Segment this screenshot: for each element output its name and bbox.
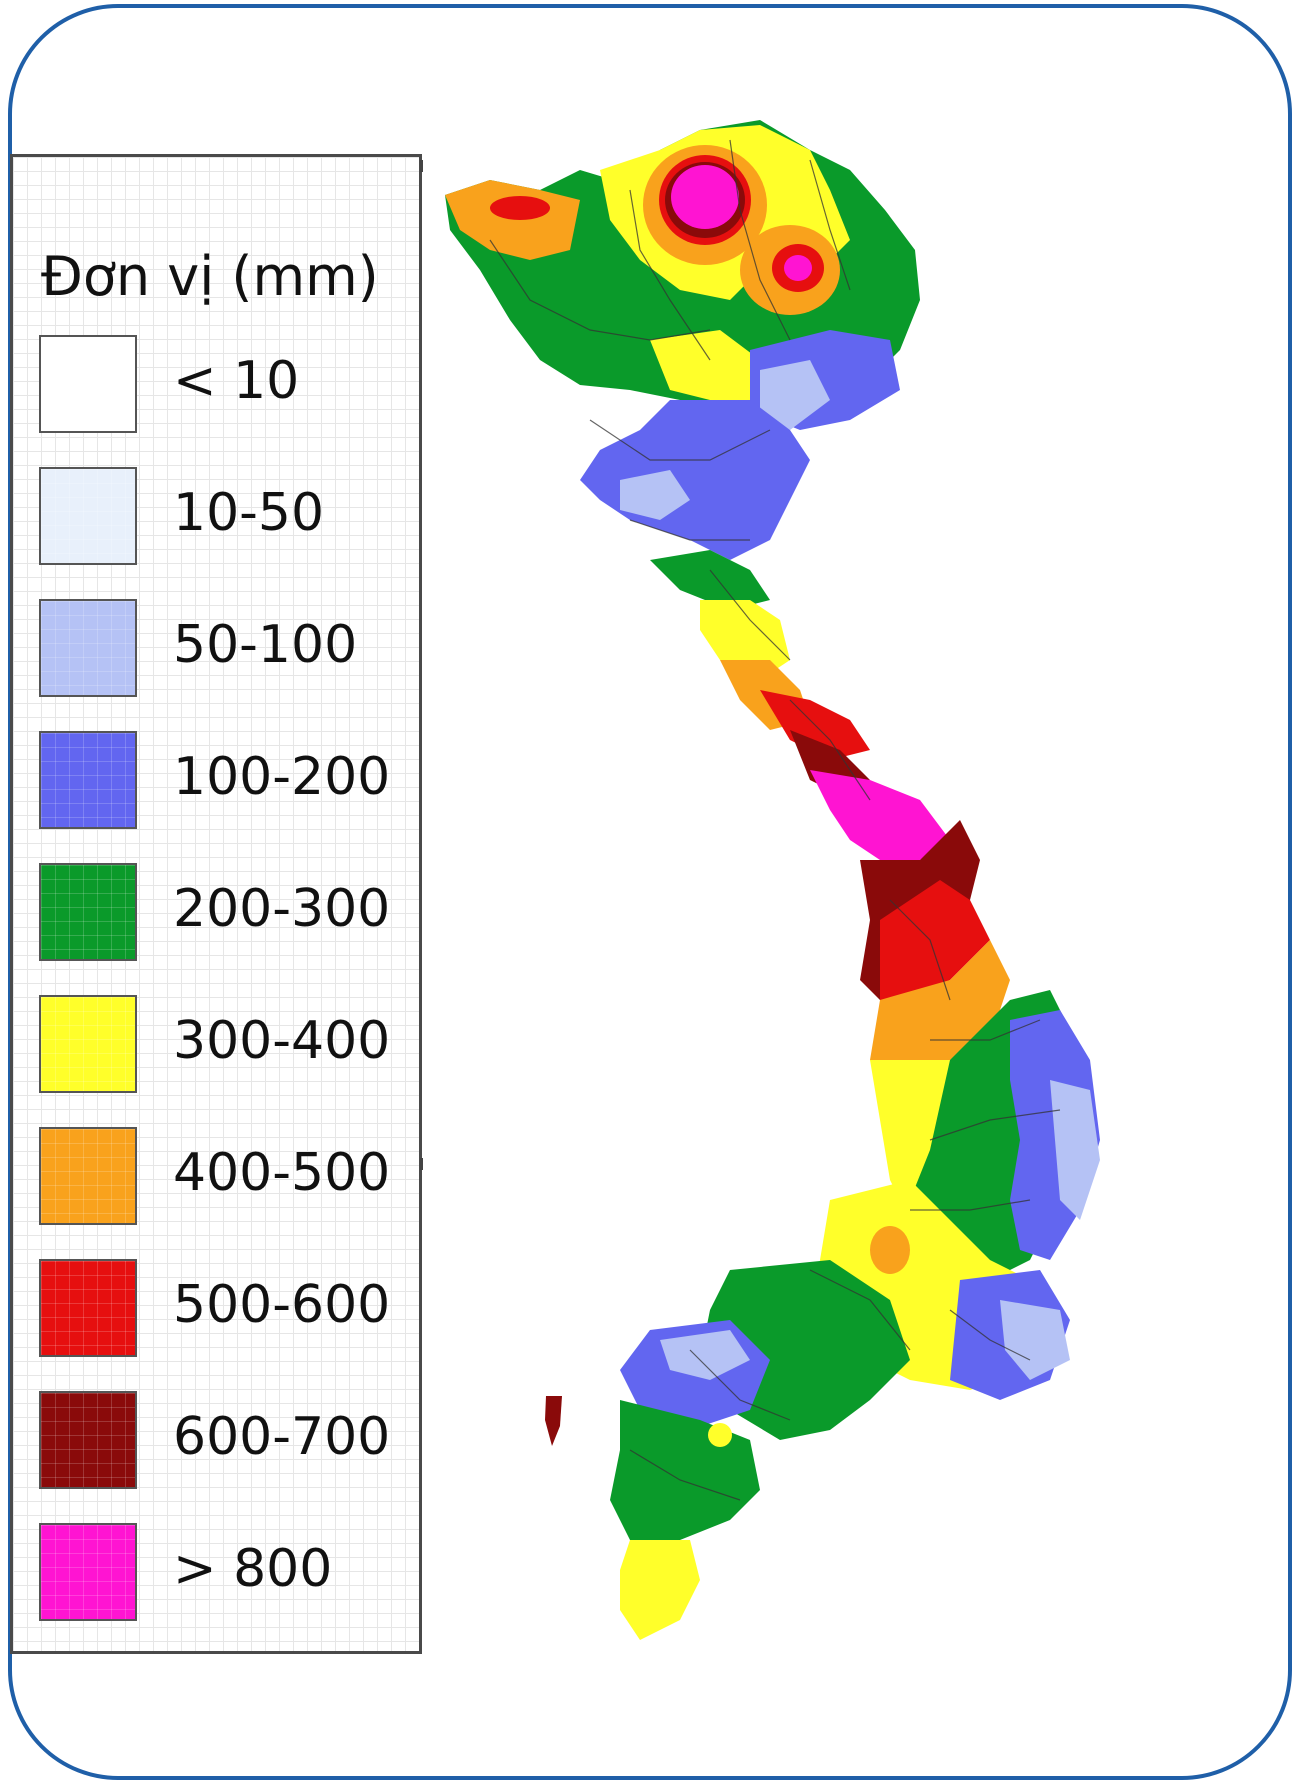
south-central-red-band — [880, 880, 990, 1000]
legend-label: < 10 — [173, 351, 300, 411]
legend-item: 300-400 — [39, 995, 409, 1095]
legend-label: 300-400 — [173, 1011, 391, 1071]
province-border — [489, 239, 711, 341]
legend-label: > 800 — [173, 1539, 333, 1599]
mekong-yellow-spot — [708, 1423, 732, 1447]
legend-swatch — [39, 1391, 137, 1489]
province-border — [629, 189, 711, 361]
province-border — [809, 1269, 911, 1351]
province-border — [729, 139, 791, 341]
legend-item: 600-700 — [39, 1391, 409, 1491]
south-orange-spot — [870, 1226, 910, 1274]
legend-label: 200-300 — [173, 879, 391, 939]
province-border — [629, 519, 750, 541]
legend-swatch — [39, 335, 137, 433]
legend-label: 600-700 — [173, 1407, 391, 1467]
northwest-orange-zone — [445, 180, 580, 260]
legend-title: Đơn vị (mm) — [41, 245, 379, 308]
north-central-lightblue-zone — [620, 470, 690, 520]
northeast-peak-zone — [784, 255, 812, 281]
legend-item: 50-100 — [39, 599, 409, 699]
legend-swatch — [39, 731, 137, 829]
island-darkred-zone — [545, 1396, 562, 1446]
legend-tick — [420, 160, 423, 172]
province-border — [889, 899, 951, 1001]
legend-label: 400-500 — [173, 1143, 391, 1203]
legend-item: 200-300 — [39, 863, 409, 963]
legend-label: 100-200 — [173, 747, 391, 807]
legend-item: 500-600 — [39, 1259, 409, 1359]
province-border — [930, 1019, 1041, 1041]
legend-item: < 10 — [39, 335, 409, 435]
province-border — [689, 1349, 791, 1421]
rainfall-map — [445, 120, 1100, 1640]
legend-swatch — [39, 863, 137, 961]
legend-swatch — [39, 1523, 137, 1621]
north-central-blue-zone — [580, 400, 810, 560]
province-border — [949, 1309, 1031, 1361]
legend-item: 10-50 — [39, 467, 409, 567]
legend-item: 100-200 — [39, 731, 409, 831]
southeast-lightblue-zone — [1000, 1300, 1070, 1380]
legend-tick — [420, 1158, 423, 1170]
province-border — [910, 1199, 1031, 1211]
legend-label: 500-600 — [173, 1275, 391, 1335]
province-border — [809, 159, 851, 291]
province-border — [929, 1109, 1061, 1141]
province-border — [589, 419, 771, 461]
legend-swatch — [39, 1127, 137, 1225]
province-border — [789, 699, 871, 801]
province-border — [629, 1449, 741, 1501]
map-legend: Đơn vị (mm) < 10 10-50 50-100 100-200 200-30… — [10, 154, 422, 1654]
legend-item: 400-500 — [39, 1127, 409, 1227]
legend-swatch — [39, 467, 137, 565]
legend-label: 50-100 — [173, 615, 358, 675]
legend-label: 10-50 — [173, 483, 325, 543]
highlands-lightblue-zone — [1050, 1080, 1100, 1220]
legend-item: > 800 — [39, 1523, 409, 1623]
delta-lightblue-zone — [760, 360, 830, 430]
central-green-band — [650, 550, 770, 610]
mekong-lightblue-zone — [660, 1330, 750, 1380]
legend-swatch — [39, 599, 137, 697]
legend-swatch — [39, 995, 137, 1093]
camau-yellow-zone — [620, 1540, 700, 1640]
legend-swatch — [39, 1259, 137, 1357]
north-peak-zone — [671, 165, 739, 229]
north-central-yellow-zone — [650, 330, 760, 400]
northwest-red-zone — [490, 196, 550, 220]
mekong-green-zone — [610, 1400, 760, 1540]
province-border — [709, 569, 791, 661]
central-peak-zone — [810, 770, 950, 860]
